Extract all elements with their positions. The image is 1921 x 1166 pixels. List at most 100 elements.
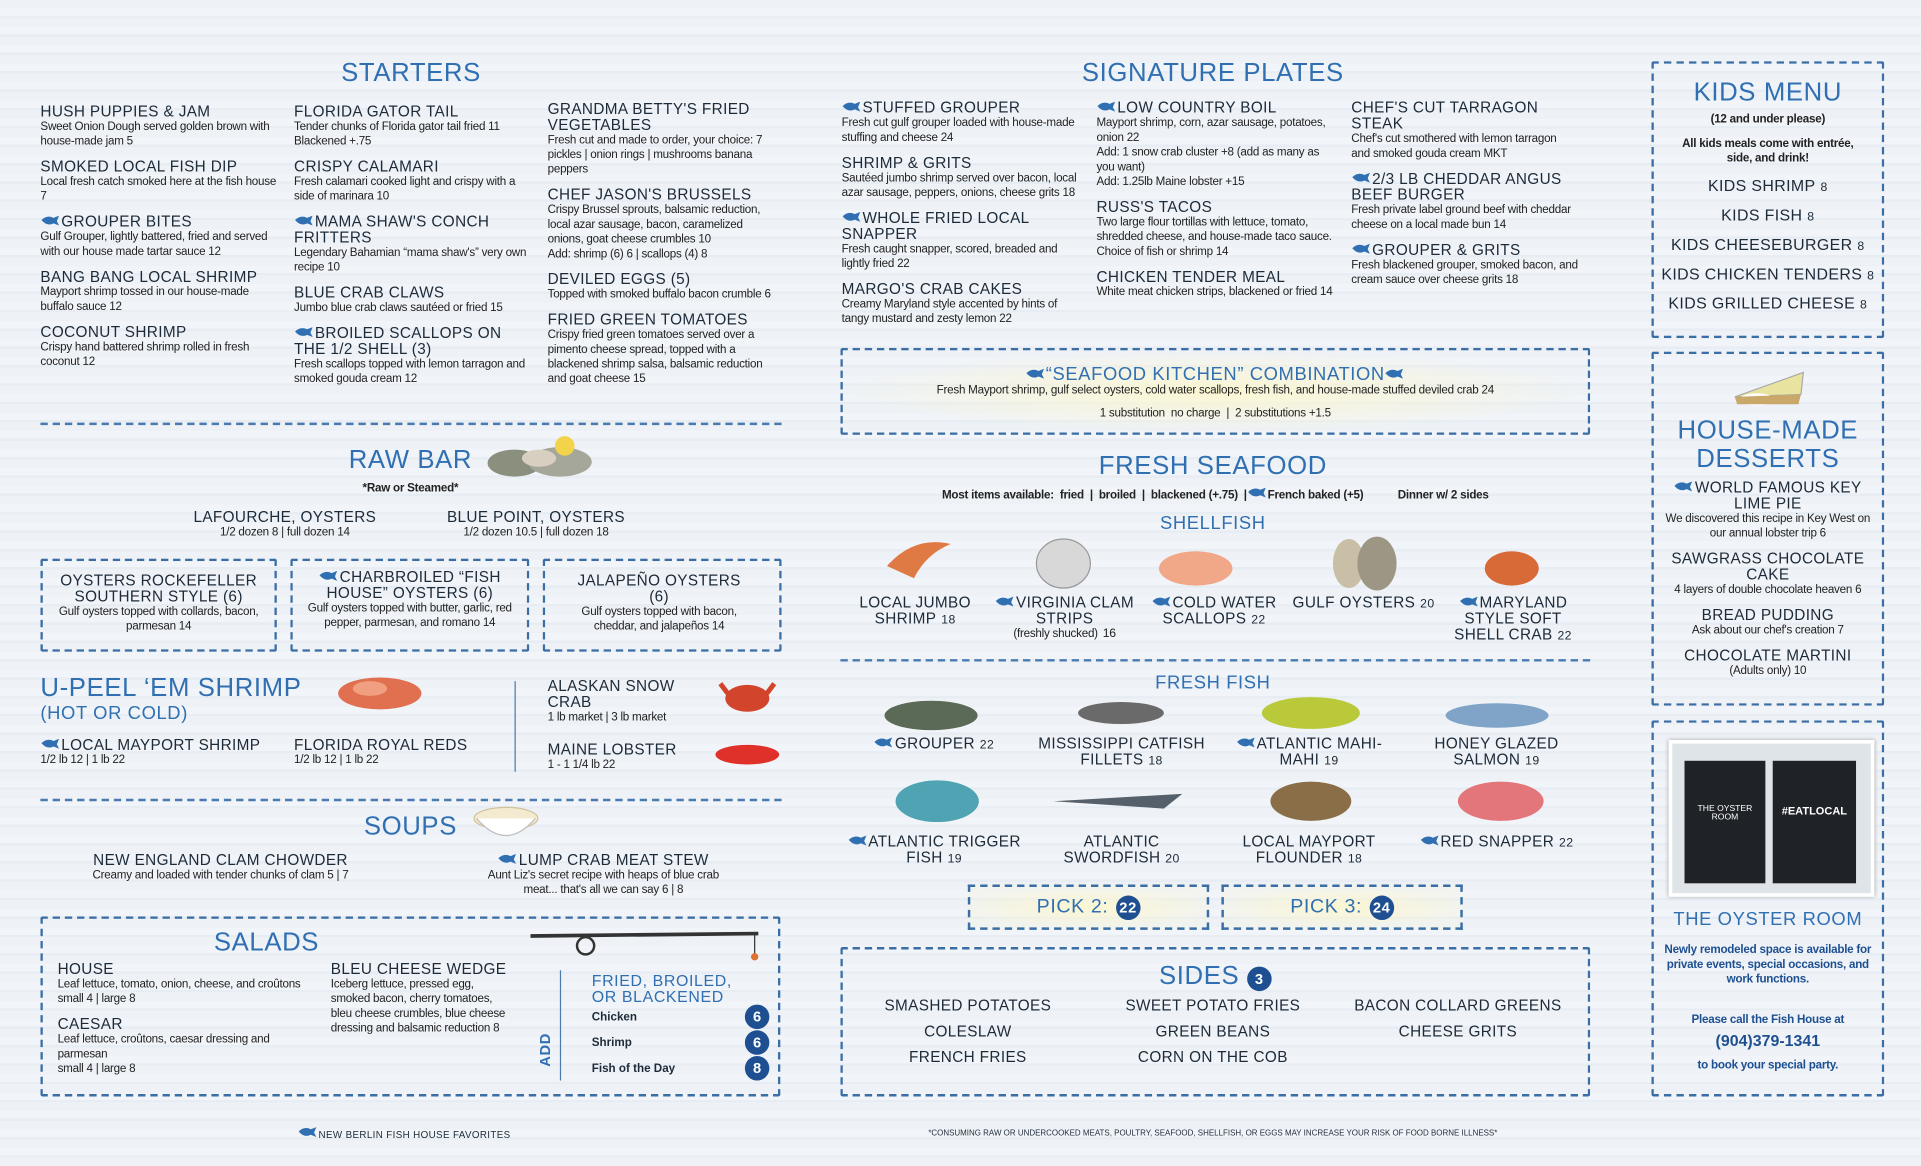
sign: THE OYSTER ROOM	[1684, 760, 1766, 884]
item-name-text: WORLD FAMOUS KEY LIME PIE	[1694, 479, 1862, 513]
item-name-text: MARGO'S CRAB CAKES	[841, 280, 1023, 298]
item-note: (freshly shucked) 16	[1013, 627, 1116, 641]
item-name: HOUSE	[58, 961, 309, 978]
menu-item: MAINE LOBSTER 1 - 1 1/4 lb 22	[548, 742, 707, 773]
item-desc: Ask about our chef's creation 7	[1691, 623, 1844, 638]
box	[40, 558, 277, 652]
item-name-text: MARYLAND STYLE SOFT SHELL CRAB	[1454, 594, 1568, 644]
side-item: GREEN BEANS	[1155, 1022, 1271, 1041]
item-price: 18	[941, 613, 956, 628]
item-desc: Gulf oysters topped with collards, bacon…	[58, 605, 259, 634]
item-name-text: LOCAL JUMBO SHRIMP	[859, 594, 971, 628]
item-name-text: CHEF'S CUT TARRAGON STEAK	[1351, 99, 1539, 133]
shrimp-illustration	[338, 677, 422, 710]
menu-item: KIDS CHICKEN TENDERS 8	[1654, 266, 1882, 284]
item-name: LOCAL MAYPORT SHRIMP	[40, 736, 285, 754]
menu-item: CHARBROILED “FISH HOUSE” OYSTERS (6) Gulf…	[296, 569, 523, 631]
pick-label: PICK 2:	[1036, 896, 1109, 918]
item-desc: 1/2 dozen 8 | full dozen 14	[219, 525, 350, 540]
item-desc: Iceberg lettuce, pressed egg, smoked bac…	[330, 977, 506, 1036]
item-name: NEW ENGLAND CLAM CHOWDER	[74, 851, 368, 869]
menu-item: WORLD FAMOUS KEY LIME PIE We discovered t…	[1660, 480, 1876, 541]
item: LOCAL MAYPORT SHRIMP 1/2 lb 12 | 1 lb 22	[40, 736, 285, 778]
item-name-text: ATLANTIC SWORDFISH	[1063, 833, 1161, 867]
section-title: SOUPS	[363, 812, 457, 841]
column: LOW COUNTRY BOIL Mayport shrimp, corn, az…	[1096, 100, 1335, 309]
menu-item: MAMA SHAW'S CONCH FRITTERS Legendary Baha…	[294, 214, 533, 275]
price-badge: 8	[744, 1056, 770, 1081]
item: LUMP CRAB MEAT STEW Aunt Liz's secret rec…	[472, 852, 735, 908]
item-name: FLORIDA GATOR TAIL	[294, 104, 533, 120]
item-name-text: OYSTERS ROCKEFELLER SOUTHERN STYLE (6)	[60, 572, 258, 606]
menu-item: BLUE POINT, OYSTERS 1/2 dozen 10.5 | full…	[410, 509, 661, 541]
item-name-text: MAINE LOBSTER	[547, 741, 677, 759]
menu-item: CHEF'S CUT TARRAGON STEAK Chef's cut smot…	[1351, 100, 1578, 161]
item-name-text: ATLANTIC MAHI-MAHI	[1256, 735, 1383, 769]
favorite-icon-shape	[848, 835, 867, 846]
favorite-icon	[1236, 737, 1255, 748]
item-name-text: FLORIDA ROYAL REDS	[294, 736, 468, 754]
menu-item: BLUE CRAB CLAWS Jumbo blue crab claws sau…	[294, 285, 533, 316]
item-note: small 4 | large 8	[57, 1062, 136, 1076]
divider	[559, 970, 562, 1081]
item-desc: Topped with smoked buffalo bacon crumble…	[547, 287, 771, 302]
item-price: 8	[1867, 269, 1875, 283]
menu-item: FLORIDA ROYAL REDS 1/2 lb 12 | 1 lb 22	[294, 736, 508, 769]
item-name-text: NEW ENGLAND CLAM CHOWDER	[93, 851, 348, 869]
item-name-text: STUFFED GROUPER	[862, 99, 1021, 117]
menu-item: GULF OYSTERS 20	[1289, 595, 1438, 644]
favorite-icon-shape	[1025, 368, 1044, 379]
item-name: 2/3 LB CHEDDAR ANGUS BEEF BURGER	[1351, 170, 1578, 204]
menu-item: KIDS CHEESEBURGER 8	[1654, 236, 1882, 254]
item-desc: 1/2 dozen 10.5 | full dozen 18	[463, 525, 609, 540]
menu-item: ATLANTIC SWORDFISH 20	[1028, 834, 1215, 867]
favorite-icon	[875, 737, 893, 748]
item-name: GULF OYSTERS 20	[1289, 595, 1438, 612]
column: WORLD FAMOUS KEY LIME PIE We discovered t…	[1660, 480, 1876, 688]
item-name-text: GRANDMA BETTY'S FRIED VEGETABLES	[547, 100, 750, 134]
favorite-icon	[1459, 596, 1478, 607]
item-name-text: LOCAL MAYPORT SHRIMP	[61, 736, 261, 754]
menu-item: OYSTERS ROCKEFELLER SOUTHERN STYLE (6) Gu…	[47, 573, 271, 634]
item-name-text: 2/3 LB CHEDDAR ANGUS BEEF BURGER	[1351, 170, 1562, 204]
favorite-icon	[996, 596, 1014, 607]
price-badge: 3	[1247, 966, 1272, 992]
item-name: GROUPER & GRITS	[1351, 241, 1578, 259]
favorite-icon	[298, 1127, 317, 1138]
price-badge: 6	[744, 1004, 770, 1030]
menu-item: HONEY GLAZED SALMON 19	[1403, 736, 1590, 769]
subtitle: *Raw or Steamed*	[362, 481, 459, 495]
item-name: LOCAL MAYPORT FLOUNDER 18	[1215, 834, 1402, 867]
item-name-text: HONEY GLAZED SALMON	[1434, 735, 1559, 769]
photo: THE OYSTER ROOM #EATLOCAL	[1668, 739, 1875, 897]
fishing-rod-illustration	[530, 931, 759, 961]
item-desc: Fresh cut gulf grouper loaded with house…	[841, 116, 1075, 145]
add-item: Chicken 6	[591, 1004, 770, 1030]
column: GRANDMA BETTY'S FRIED VEGETABLES Fresh cu…	[547, 100, 781, 397]
item-name: BLUE POINT, OYSTERS	[410, 509, 661, 526]
item-name: HUSH PUPPIES & JAM	[40, 104, 279, 120]
item-name-text: MAMA SHAW'S CONCH FRITTERS	[294, 213, 490, 247]
menu-item: FLORIDA GATOR TAIL Tender chunks of Flori…	[294, 104, 533, 149]
item-name-text: GROUPER & GRITS	[1372, 241, 1521, 259]
item-note: pickles | onion rings | mushrooms banana…	[547, 148, 753, 177]
item-name-text: SMOKED LOCAL FISH DIP	[40, 158, 238, 176]
item-name-text: BLUE CRAB CLAWS	[294, 284, 445, 302]
favorite-icon-shape	[1352, 172, 1370, 183]
favorite-icon	[1385, 368, 1404, 379]
column: HUSH PUPPIES & JAM Sweet Onion Dough serv…	[40, 104, 279, 380]
item-name: GROUPER BITES	[40, 214, 279, 230]
item-name-text: KIDS CHICKEN TENDERS	[1661, 264, 1863, 283]
item-desc: Crispy hand battered shrimp rolled in fr…	[40, 340, 250, 369]
item-name-text: BREAD PUDDING	[1701, 606, 1835, 624]
favorite-icon-shape	[842, 101, 861, 112]
item-name: SAWGRASS CHOCOLATE CAKE	[1660, 551, 1876, 583]
option: French baked (+5)	[1267, 488, 1364, 503]
item-name-text: KIDS GRILLED CHEESE	[1668, 294, 1856, 313]
add-item: Fish of the Day 8	[592, 1056, 770, 1081]
section-title: THE OYSTER ROOM	[1673, 909, 1863, 930]
add-name: Chicken	[591, 1010, 638, 1024]
favorite-icon-shape	[842, 211, 861, 222]
favorite-icon-shape	[319, 570, 338, 581]
item-name: CHEF'S CUT TARRAGON STEAK	[1351, 100, 1578, 132]
